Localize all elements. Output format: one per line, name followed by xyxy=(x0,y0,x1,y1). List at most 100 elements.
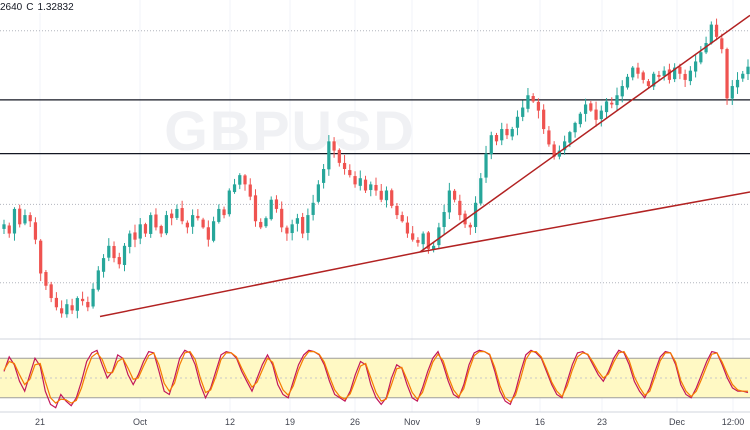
candle xyxy=(285,225,289,241)
candle-body xyxy=(49,284,53,299)
candle xyxy=(421,231,425,251)
candle xyxy=(128,230,132,254)
candle xyxy=(699,46,703,65)
candle-body xyxy=(662,70,666,76)
candle xyxy=(641,70,645,84)
candle-body xyxy=(395,205,399,216)
candle xyxy=(269,196,273,221)
trendlines[interactable] xyxy=(99,14,750,318)
candle-body xyxy=(12,208,17,234)
candle xyxy=(222,206,226,219)
candle-body xyxy=(416,239,420,243)
candle-body xyxy=(295,218,300,224)
candle xyxy=(75,296,79,319)
x-tick-label: 21 xyxy=(35,417,45,427)
candle xyxy=(390,188,394,209)
candle-body xyxy=(521,107,525,117)
candle xyxy=(70,298,74,314)
candle xyxy=(730,80,734,105)
candle-body xyxy=(227,190,231,215)
candle xyxy=(232,178,237,194)
candle-body xyxy=(211,221,216,241)
candle-body xyxy=(646,81,651,87)
candle-body xyxy=(384,190,389,201)
x-tick-label: 12 xyxy=(225,417,235,427)
candle xyxy=(206,220,210,247)
candle-body xyxy=(599,110,603,120)
close-value: 1.32832 xyxy=(37,2,74,13)
candle xyxy=(615,87,619,111)
candle xyxy=(384,186,389,208)
candle-body xyxy=(175,208,179,218)
candle xyxy=(636,62,640,79)
candle-body xyxy=(164,215,169,234)
candle-body xyxy=(515,116,520,128)
candle-body xyxy=(191,215,195,227)
trendline[interactable] xyxy=(99,251,421,318)
candle xyxy=(573,121,577,138)
candle xyxy=(337,148,341,167)
candle-body xyxy=(154,214,158,228)
candle-body xyxy=(437,227,441,246)
candle-body xyxy=(699,52,703,63)
candle-body xyxy=(432,245,436,250)
candle xyxy=(500,122,504,146)
candle-body xyxy=(285,227,289,234)
candle xyxy=(107,238,111,262)
candle-body xyxy=(542,109,546,130)
time-axis: 21 Oct 12 19 26 Nov 9 16 23 Dec 12:00 xyxy=(0,411,750,427)
candle xyxy=(693,54,698,78)
candlestick-series[interactable] xyxy=(2,18,750,319)
candle-body xyxy=(557,150,561,157)
candle xyxy=(306,208,310,241)
candle xyxy=(369,181,373,197)
candle xyxy=(542,104,546,134)
candle-body xyxy=(631,67,635,78)
candle xyxy=(589,100,593,112)
candle xyxy=(54,292,59,311)
candle xyxy=(33,217,38,245)
candle xyxy=(358,170,362,191)
candle xyxy=(526,88,530,113)
candle-body xyxy=(39,240,43,274)
candle xyxy=(264,216,268,228)
trendline[interactable] xyxy=(419,14,750,253)
x-tick-label: Nov xyxy=(404,417,421,427)
candle xyxy=(494,132,499,146)
candle xyxy=(620,80,624,103)
candle xyxy=(23,209,27,226)
candle-body xyxy=(316,184,320,202)
candle-body xyxy=(583,104,588,114)
candle xyxy=(185,220,189,234)
trendline[interactable] xyxy=(419,191,750,253)
candle-body xyxy=(91,288,95,307)
candle xyxy=(301,212,305,239)
candle xyxy=(594,101,598,127)
candle-body xyxy=(159,225,163,234)
candle xyxy=(159,224,163,238)
candle-body xyxy=(28,215,32,222)
candle-body xyxy=(500,129,504,141)
candle xyxy=(2,219,6,234)
candle-body xyxy=(568,132,572,143)
candle xyxy=(49,281,53,303)
candle-body xyxy=(421,233,425,245)
candle xyxy=(91,283,95,309)
candle-body xyxy=(243,175,247,185)
candle xyxy=(243,174,247,191)
candle-body xyxy=(269,199,273,220)
candle xyxy=(164,210,169,236)
candle-body xyxy=(201,219,205,228)
candle xyxy=(191,209,195,234)
candle-body xyxy=(494,134,499,142)
candle xyxy=(447,182,451,220)
candle-body xyxy=(337,149,341,163)
candle xyxy=(437,222,441,248)
candle-body xyxy=(369,184,373,191)
candle-body xyxy=(280,208,284,228)
candle-body xyxy=(667,69,672,80)
candle-body xyxy=(248,184,252,197)
candle-body xyxy=(725,49,729,99)
